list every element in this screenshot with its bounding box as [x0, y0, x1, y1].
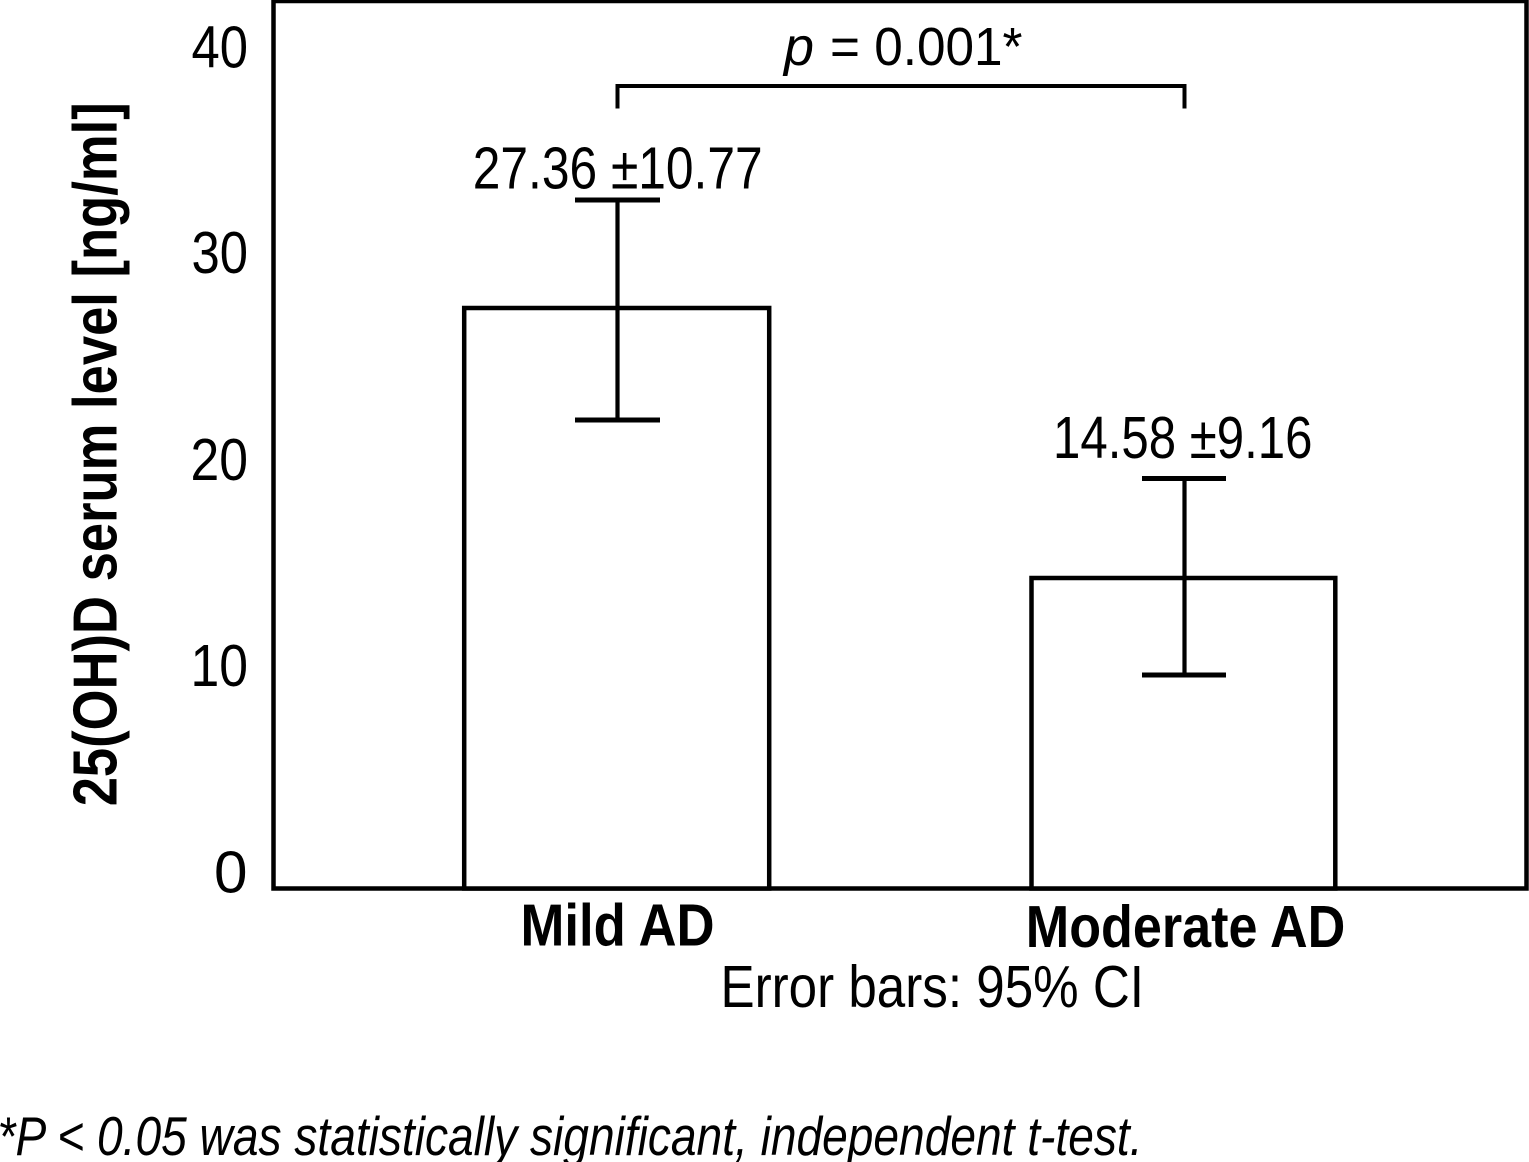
svg-text:= 0.001*: = 0.001*	[830, 17, 1023, 77]
svg-text:Moderate AD: Moderate AD	[1026, 894, 1346, 960]
svg-text:25(OH)D serum level [ng/ml]: 25(OH)D serum level [ng/ml]	[61, 102, 130, 806]
svg-text:10: 10	[191, 633, 249, 699]
svg-text:p: p	[782, 17, 814, 77]
svg-text:30: 30	[192, 220, 249, 286]
svg-text:27.36 ±10.77: 27.36 ±10.77	[473, 136, 763, 202]
svg-text:Mild AD: Mild AD	[521, 893, 715, 959]
svg-text:0: 0	[214, 840, 248, 906]
svg-text:20: 20	[191, 427, 249, 493]
svg-text:*P < 0.05 was statistically si: *P < 0.05 was statistically significant,…	[0, 1105, 1143, 1162]
svg-text:14.58 ±9.16: 14.58 ±9.16	[1053, 405, 1313, 471]
svg-text:40: 40	[192, 14, 249, 80]
svg-text:Error bars: 95% CI: Error bars: 95% CI	[721, 954, 1145, 1020]
